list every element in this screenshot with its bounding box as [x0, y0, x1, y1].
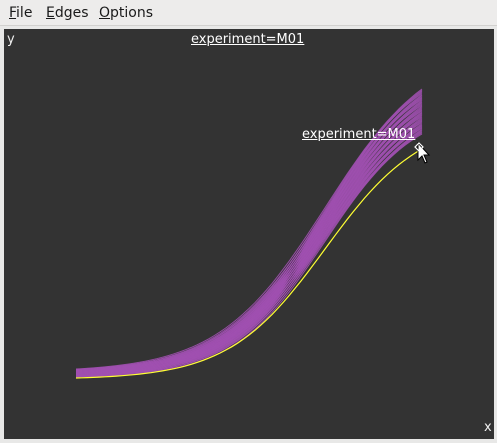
series-line — [75, 111, 423, 374]
highlighted-series-line — [75, 148, 423, 379]
series-line — [75, 94, 423, 371]
curves-canvas — [75, 88, 423, 379]
series-line — [75, 127, 423, 377]
x-axis-label: x — [484, 420, 492, 435]
plot-area[interactable]: y x experiment=M01 experiment=M01 — [4, 29, 494, 439]
hover-marker-icon — [414, 142, 424, 152]
series-line — [75, 100, 423, 372]
plot-title: experiment=M01 — [191, 32, 305, 47]
arrow-cursor-icon — [417, 142, 431, 164]
menu-edges[interactable]: Edges — [46, 5, 89, 21]
series-line — [75, 123, 423, 376]
series-line — [75, 130, 423, 377]
menu-file[interactable]: File — [9, 5, 33, 21]
series-line — [75, 131, 423, 378]
menu-options[interactable]: Options — [99, 5, 154, 21]
series-line — [75, 88, 423, 370]
series-line — [75, 133, 423, 378]
menu-bar: File Edges Options — [0, 0, 497, 26]
series-line — [75, 117, 423, 375]
hover-label: experiment=M01 — [302, 127, 416, 142]
series-line — [75, 128, 423, 377]
y-axis-label: y — [7, 32, 15, 47]
series-line — [75, 105, 423, 373]
series-line — [75, 132, 423, 378]
